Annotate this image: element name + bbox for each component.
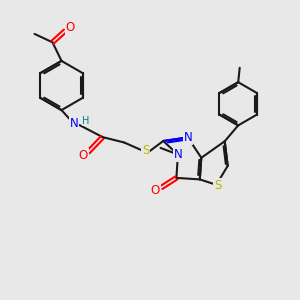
Text: H: H [82,116,90,126]
Text: O: O [79,149,88,162]
Text: N: N [70,117,79,130]
Text: O: O [151,184,160,197]
Text: O: O [66,21,75,34]
Text: N: N [183,131,192,144]
Text: S: S [214,179,221,192]
Text: S: S [142,144,149,158]
Text: N: N [173,148,182,161]
